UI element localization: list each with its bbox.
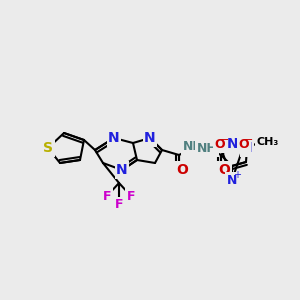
Text: N: N: [227, 173, 237, 187]
Text: N: N: [108, 131, 120, 145]
Text: S: S: [43, 141, 53, 155]
Text: N: N: [227, 137, 239, 151]
Text: NH: NH: [196, 142, 218, 155]
Text: +: +: [233, 170, 241, 180]
Text: N: N: [241, 141, 253, 155]
Text: CH₃: CH₃: [257, 137, 279, 147]
Text: O: O: [239, 139, 249, 152]
Text: N: N: [144, 131, 156, 145]
Text: −: −: [220, 135, 230, 145]
Text: O: O: [215, 139, 225, 152]
Text: N: N: [116, 163, 128, 177]
Text: O: O: [218, 163, 230, 177]
Text: NH: NH: [183, 140, 203, 154]
Text: F: F: [115, 199, 123, 212]
Text: O: O: [176, 163, 188, 177]
Text: −: −: [244, 135, 254, 145]
Text: F: F: [103, 190, 111, 202]
Text: F: F: [127, 190, 135, 202]
